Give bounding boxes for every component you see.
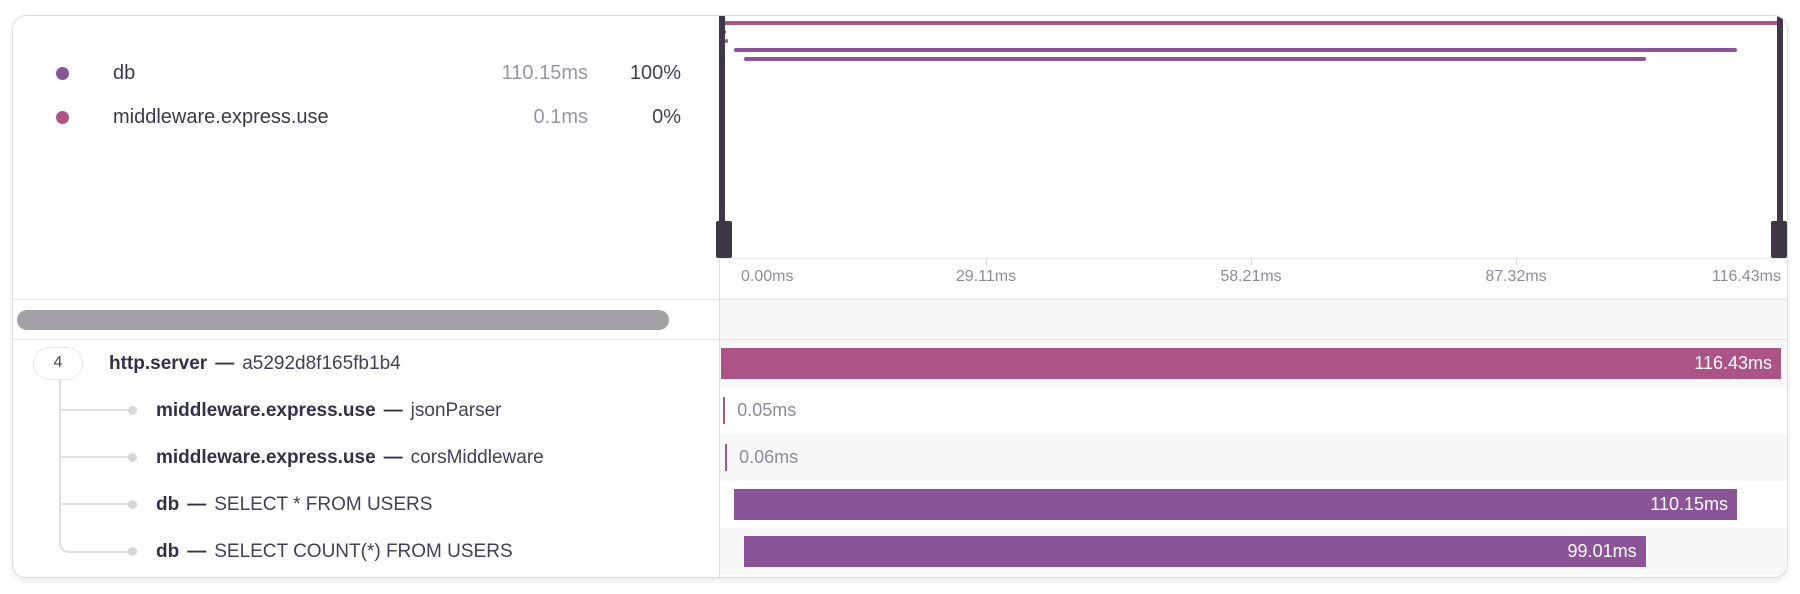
minimap-span-line [721, 21, 1781, 25]
span-title: middleware.express.use — jsonParser [156, 387, 502, 434]
span-separator: — [187, 494, 207, 515]
legend-item[interactable]: db 110.15ms 100% [13, 52, 685, 96]
span-duration-label: 110.15ms [1650, 494, 1728, 514]
tree-connector-branch [61, 503, 128, 505]
span-description: a5292d8f165fb1b4 [242, 353, 401, 374]
axis-tick-label: 0.00ms [741, 268, 794, 285]
minimap-span-line [725, 39, 728, 43]
span-separator: — [383, 447, 403, 468]
span-description: SELECT COUNT(*) FROM USERS [214, 541, 513, 562]
span-separator: — [187, 541, 207, 562]
axis-tick-label: 116.43ms [1711, 268, 1781, 285]
axis-tick-label: 58.21ms [1220, 268, 1282, 285]
minimap-lines [719, 16, 1787, 299]
tree-node-dot-icon [128, 547, 137, 556]
scrollbar-thumb[interactable] [17, 310, 669, 330]
span-duration-label: 0.05ms [737, 400, 797, 420]
span-duration-bar[interactable] [723, 397, 726, 424]
waterfall-row-background [720, 434, 1787, 481]
tree-connector-branch [61, 409, 128, 411]
span-rows: 4 http.server — a5292d8f165fb1b4 116.43ms mid… [13, 340, 1787, 577]
ops-legend: db 110.15ms 100% middleware.express.use 0.1m… [13, 16, 719, 299]
span-description: jsonParser [410, 400, 502, 421]
span-title: middleware.express.use — corsMiddleware [156, 434, 544, 481]
span-title: db — SELECT COUNT(*) FROM USERS [156, 528, 513, 575]
span-duration-label: 99.01ms [1567, 541, 1637, 561]
horizontal-scrollbar-row [13, 299, 1787, 340]
span-duration-label: 116.43ms [1694, 353, 1772, 373]
minimap-span-line [734, 48, 1737, 52]
span-separator: — [383, 400, 403, 421]
legend-percent: 100% [629, 62, 681, 84]
legend-duration: 110.15ms [501, 62, 588, 84]
legend-op-name: db [113, 62, 136, 84]
axis-tick-label: 87.32ms [1485, 268, 1547, 285]
span-op: db [156, 541, 180, 562]
legend-swatch-icon [56, 111, 69, 124]
span-description: SELECT * FROM USERS [214, 494, 433, 515]
span-op: middleware.express.use [156, 400, 376, 421]
span-duration-bar[interactable]: 110.15ms [734, 489, 1737, 520]
span-row[interactable]: middleware.express.use — jsonParser 0.05ms [13, 387, 1787, 434]
span-row[interactable]: db — SELECT * FROM USERS 110.15ms [13, 481, 1787, 528]
span-tree: 4 http.server — a5292d8f165fb1b4 116.43ms mid… [13, 340, 1787, 577]
axis-tick-label: 29.11ms [955, 268, 1017, 285]
axis-tick-mark [1516, 259, 1517, 265]
legend-percent: 0% [652, 106, 681, 128]
axis-tick-mark [1251, 259, 1252, 265]
span-title: http.server — a5292d8f165fb1b4 [109, 340, 401, 387]
legend-swatch-icon [56, 67, 69, 80]
panel-divider[interactable] [719, 258, 720, 577]
tree-connector-corner [59, 528, 128, 553]
tree-connector-branch [61, 456, 128, 458]
scrollbar-row-right-background [720, 300, 1787, 339]
span-duration-label: 0.06ms [739, 447, 799, 467]
span-op: middleware.express.use [156, 447, 376, 468]
span-separator: — [215, 353, 235, 374]
span-row[interactable]: 4 http.server — a5292d8f165fb1b4 116.43ms [13, 340, 1787, 387]
legend-item[interactable]: middleware.express.use 0.1ms 0% [13, 96, 685, 140]
tree-node-dot-icon [128, 453, 137, 462]
waterfall-row-background [720, 387, 1787, 434]
minimap-handle-right-grip[interactable] [1771, 221, 1787, 258]
minimap-handle-right-line[interactable] [1777, 16, 1783, 224]
span-duration-bar[interactable] [725, 444, 728, 471]
minimap-span-line [744, 57, 1646, 61]
span-row[interactable]: middleware.express.use — corsMiddleware 0.0… [13, 434, 1787, 481]
tree-node-dot-icon [128, 500, 137, 509]
span-duration-bar[interactable]: 116.43ms [721, 348, 1781, 379]
child-count-badge[interactable]: 4 [33, 347, 83, 380]
span-duration-bar[interactable]: 99.01ms [744, 536, 1646, 567]
span-title: db — SELECT * FROM USERS [156, 481, 432, 528]
tree-node-dot-icon [128, 406, 137, 415]
minimap-handle-left-grip[interactable] [716, 221, 732, 258]
legend-duration: 0.1ms [533, 106, 588, 128]
tree-connector-trunk [59, 380, 61, 528]
time-axis: 0.00ms 29.11ms 58.21ms 87.32ms 116.43ms [719, 258, 1787, 299]
span-description: corsMiddleware [410, 447, 544, 468]
trace-minimap[interactable]: 0.00ms 29.11ms 58.21ms 87.32ms 116.43ms [716, 16, 1787, 299]
span-op: http.server [109, 353, 208, 374]
axis-tick-mark [986, 259, 987, 265]
trace-card: db 110.15ms 100% middleware.express.use 0.1m… [12, 15, 1788, 578]
legend-op-name: middleware.express.use [113, 106, 329, 128]
minimap-handle-left-line[interactable] [719, 16, 725, 224]
span-op: db [156, 494, 180, 515]
span-row[interactable]: db — SELECT COUNT(*) FROM USERS 99.01ms [13, 528, 1787, 575]
